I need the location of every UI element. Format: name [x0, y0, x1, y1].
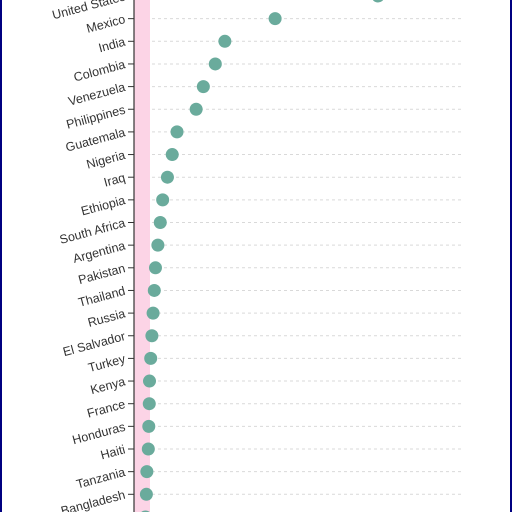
data-point — [141, 442, 155, 456]
data-point — [156, 193, 170, 207]
data-point — [268, 12, 282, 26]
data-point — [372, 0, 384, 3]
data-point — [196, 80, 210, 94]
data-point — [148, 261, 162, 275]
data-point — [145, 329, 159, 343]
data-point — [139, 487, 153, 501]
data-point — [165, 148, 179, 162]
data-point — [189, 102, 203, 116]
data-point — [143, 374, 157, 388]
y-tick-label: Iraq — [102, 171, 126, 190]
data-point — [160, 170, 174, 184]
y-tick-label: Pakistan — [77, 261, 127, 287]
y-tick-label: Thailand — [77, 284, 127, 310]
y-tick-label: Russia — [86, 306, 127, 329]
y-tick-label: Tanzania — [75, 465, 127, 491]
data-points — [139, 0, 384, 512]
y-tick-label: Bangladesh — [59, 488, 126, 512]
data-point — [153, 216, 167, 229]
y-axis-ticks — [128, 18, 134, 495]
y-tick-label: Mexico — [85, 12, 127, 36]
data-point — [144, 351, 158, 365]
y-tick-label: Nigeria — [85, 148, 127, 172]
data-point — [218, 34, 232, 48]
y-tick-label: Kenya — [89, 374, 127, 397]
y-tick-label: France — [86, 397, 127, 421]
y-tick-label: India — [97, 35, 127, 56]
y-tick-label: Ethiopia — [80, 193, 127, 218]
y-tick-label: Turkey — [87, 352, 128, 375]
data-point — [208, 57, 222, 71]
data-point — [151, 238, 165, 252]
data-point — [146, 306, 160, 320]
gridlines — [152, 18, 464, 495]
data-point — [142, 397, 156, 411]
data-point — [147, 283, 161, 297]
y-axis-labels: United StatesMexicoIndiaColombiaVenezuel… — [51, 0, 128, 512]
y-tick-label: Haiti — [99, 442, 127, 462]
data-point — [140, 465, 154, 479]
highlight-band — [134, 0, 150, 512]
data-point — [142, 419, 156, 433]
data-point — [170, 125, 184, 139]
